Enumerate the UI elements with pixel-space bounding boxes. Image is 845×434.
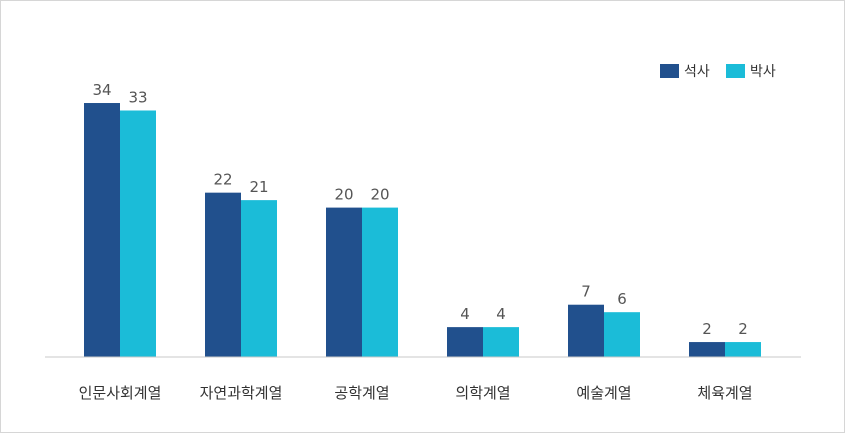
- data-label: 4: [496, 305, 506, 323]
- bar-masters-3: [447, 327, 483, 357]
- category-label: 인문사회계열: [79, 384, 162, 402]
- bar-masters-0: [84, 103, 120, 358]
- data-label: 33: [128, 88, 147, 106]
- data-label: 22: [213, 171, 232, 189]
- data-label: 7: [581, 283, 591, 301]
- legend: 석사 박사: [660, 64, 776, 80]
- bar-masters-1: [205, 192, 241, 357]
- data-label: 2: [702, 320, 712, 338]
- bar-doctoral-3: [483, 327, 519, 357]
- category-label: 예술계열: [576, 384, 631, 402]
- data-label: 2: [738, 320, 748, 338]
- category-label: 자연과학계열: [200, 384, 283, 402]
- bar-masters-2: [326, 207, 362, 357]
- legend-swatch: [726, 64, 745, 78]
- legend-label: 석사: [684, 64, 710, 80]
- data-label: 20: [334, 186, 353, 204]
- bar-doctoral-1: [241, 200, 277, 357]
- category-label: 공학계열: [334, 384, 389, 402]
- bars-group: [84, 103, 761, 358]
- bar-masters-4: [568, 304, 604, 357]
- legend-swatch: [660, 64, 679, 78]
- bar-doctoral-5: [725, 342, 761, 357]
- bar-doctoral-4: [604, 312, 640, 357]
- category-label: 체육계열: [697, 384, 752, 402]
- data-label: 34: [92, 81, 111, 99]
- category-labels-group: 인문사회계열 자연과학계열 공학계열 의학계열 예술계열 체육계열: [79, 384, 753, 402]
- legend-label: 박사: [750, 64, 776, 80]
- data-label: 6: [617, 290, 627, 308]
- category-label: 의학계열: [455, 384, 510, 402]
- data-label: 4: [460, 305, 470, 323]
- bar-doctoral-0: [120, 110, 156, 358]
- data-label: 21: [249, 178, 268, 196]
- bar-doctoral-2: [362, 207, 398, 357]
- bar-masters-5: [689, 342, 725, 357]
- data-label: 20: [370, 186, 389, 204]
